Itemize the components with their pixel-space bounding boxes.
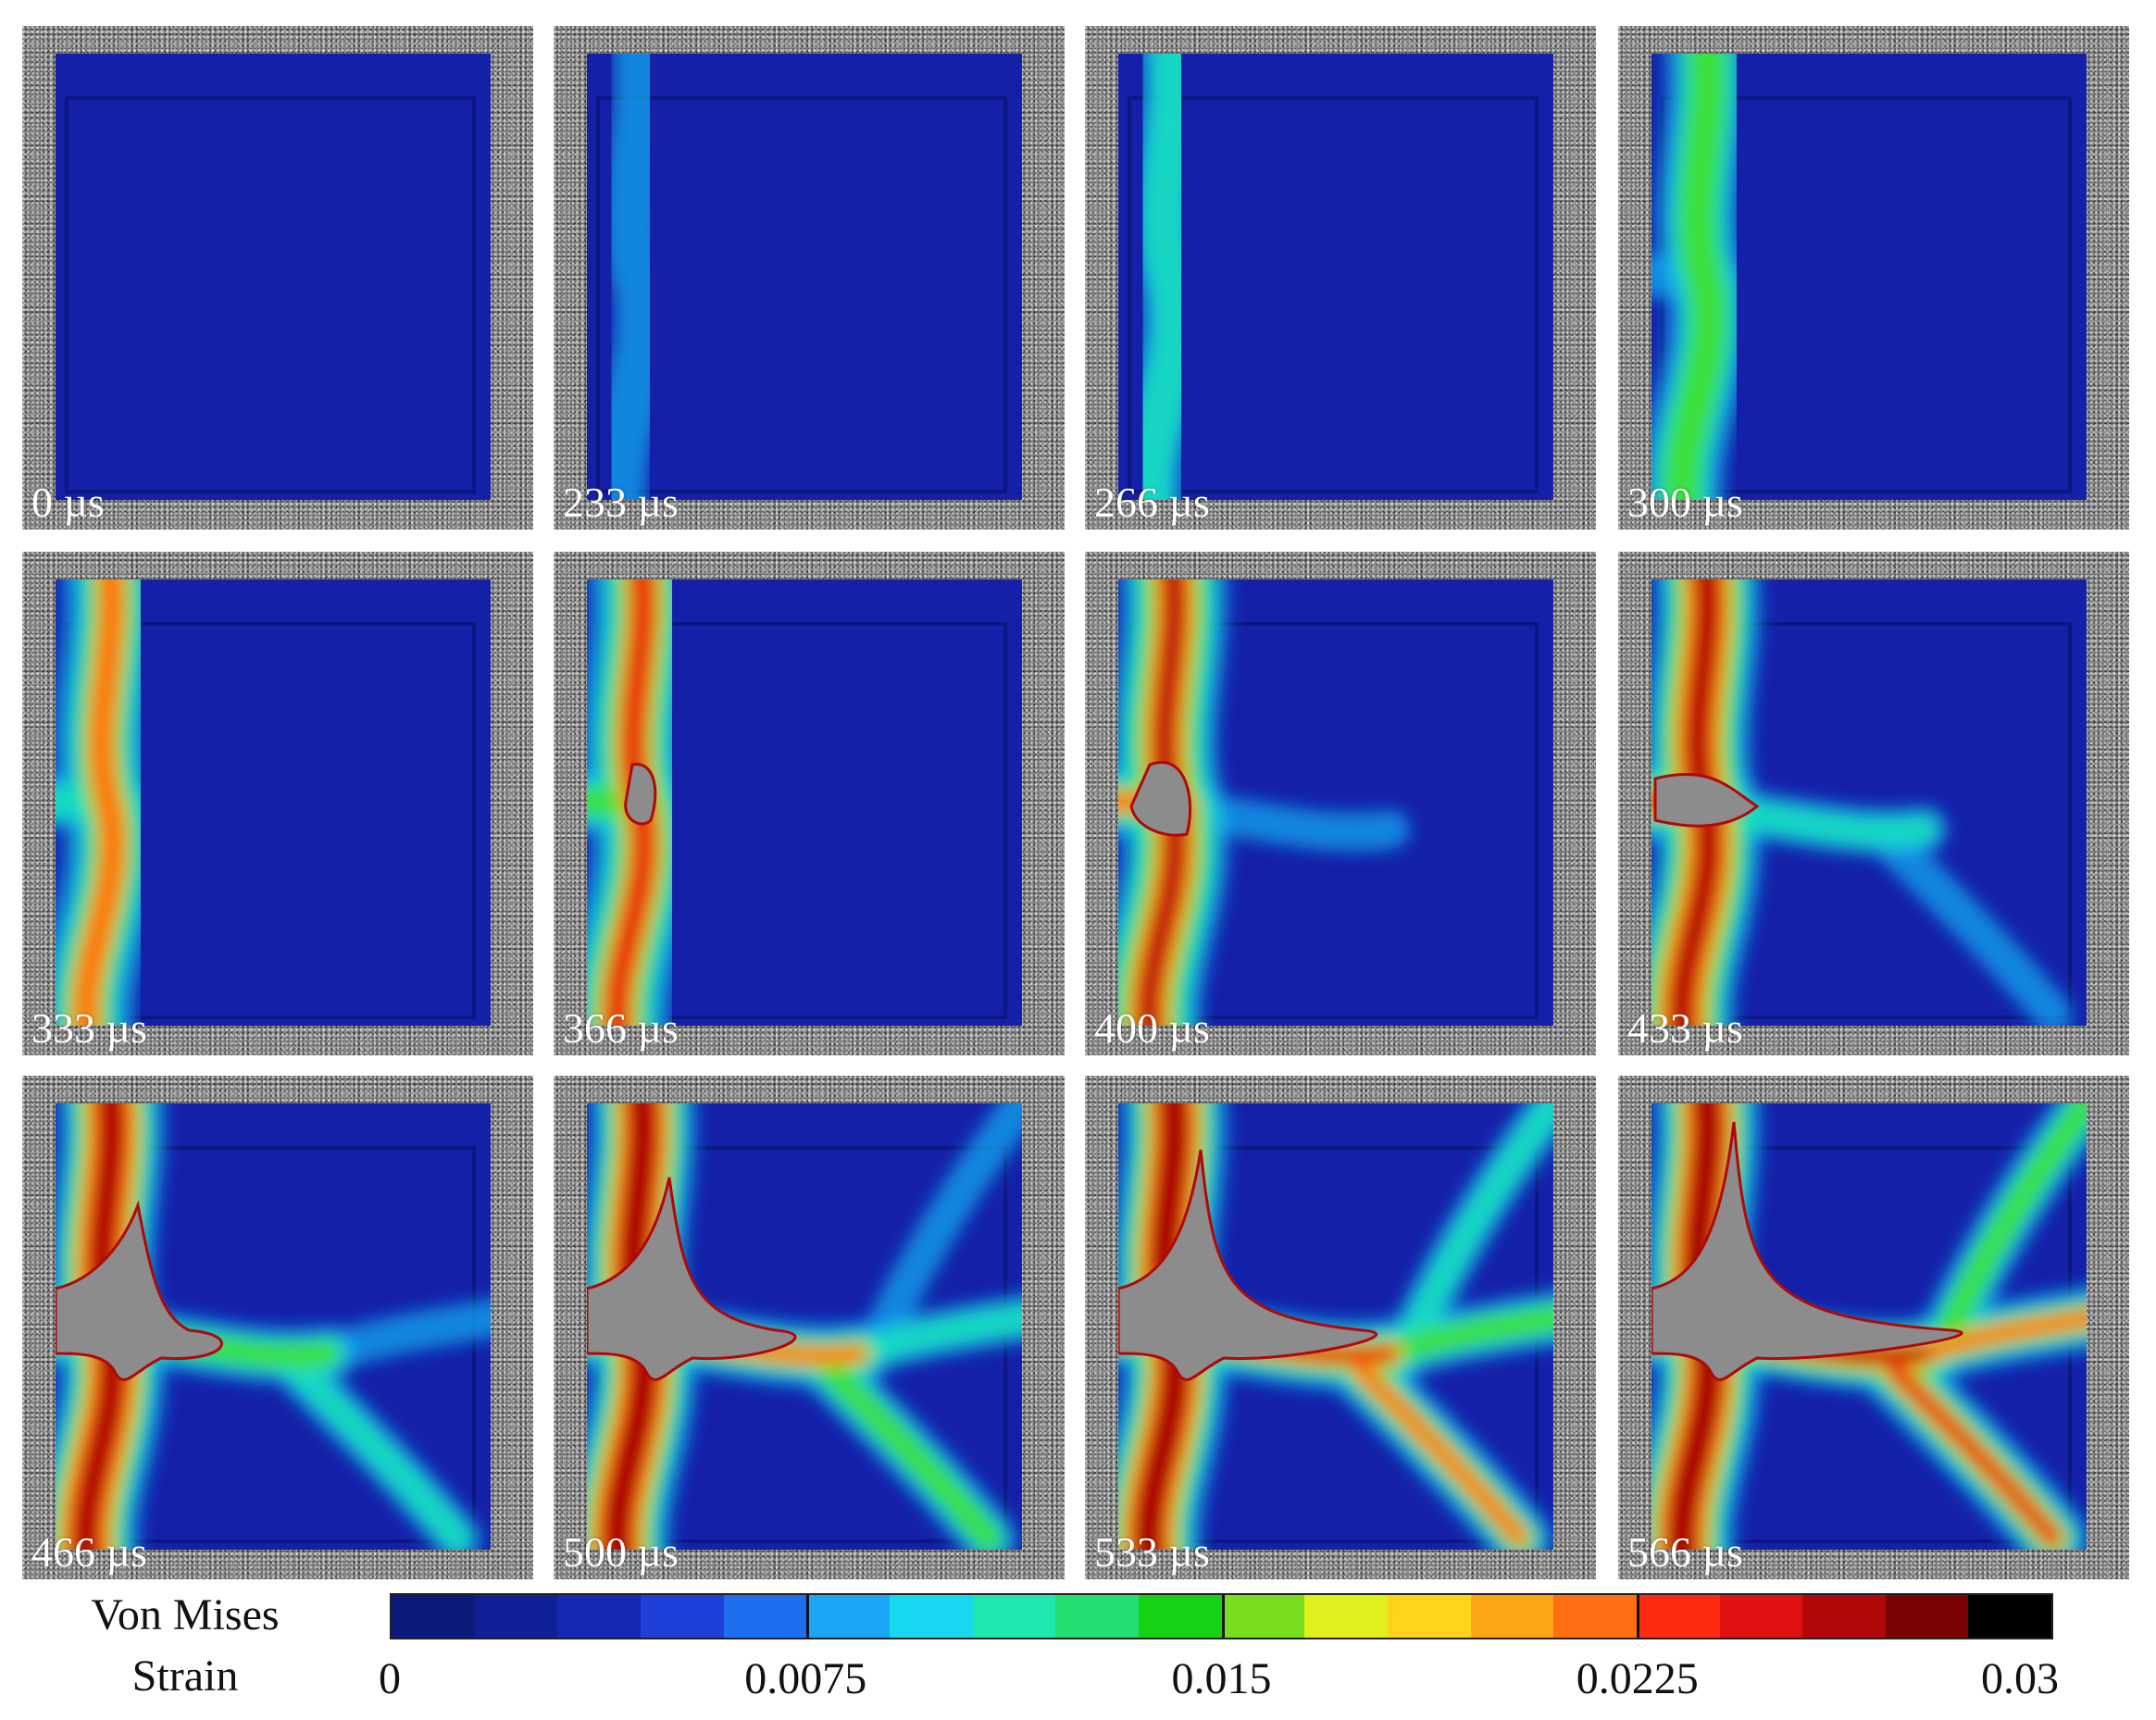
frame-time-label: 0 µs: [31, 479, 105, 526]
colorbar-segment: [1304, 1595, 1388, 1638]
colorbar-tick-label: 0.015: [1171, 1654, 1272, 1703]
frame-time-label: 400 µs: [1094, 1004, 1210, 1052]
colorbar-segment: [1802, 1595, 1886, 1638]
strain-frame: 0 µs: [22, 26, 533, 530]
colorbar-title-line2: Strain: [131, 1651, 239, 1701]
colorbar-tick-mark: [806, 1595, 810, 1638]
strain-field-image: [1651, 580, 2087, 1026]
frame-time-label: 533 µs: [1094, 1528, 1210, 1576]
colorbar-title-line1: Von Mises: [91, 1590, 280, 1639]
colorbar-segment: [1885, 1595, 1969, 1638]
colorbar-segment: [1968, 1595, 2052, 1638]
frame-time-label: 333 µs: [31, 1004, 147, 1052]
colorbar-tick-label: 0.0075: [744, 1654, 867, 1703]
strain-frame: 233 µs: [554, 26, 1065, 530]
strain-frame: 366 µs: [554, 552, 1065, 1055]
colorbar-segment: [1138, 1595, 1222, 1638]
colorbar-segment: [1055, 1595, 1139, 1638]
colorbar-segment: [1636, 1595, 1720, 1638]
frame-time-label: 433 µs: [1627, 1004, 1743, 1052]
colorbar-segment: [474, 1595, 558, 1638]
colorbar-segment: [1387, 1595, 1471, 1638]
strain-frame: 333 µs: [22, 552, 533, 1055]
colorbar-tick-label: 0.03: [1981, 1654, 2060, 1703]
colorbar-segment: [1553, 1595, 1637, 1638]
colorbar-tick-labels: 0 0.0075 0.015 0.0225 0.03: [379, 1654, 2059, 1713]
strain-frame: 466 µs: [22, 1076, 533, 1579]
colorbar-segment: [1719, 1595, 1803, 1638]
strain-field-image: [587, 1103, 1022, 1550]
frame-time-label: 466 µs: [31, 1528, 147, 1576]
strain-frame: 400 µs: [1085, 552, 1596, 1055]
colorbar-tick-label: 0: [379, 1654, 401, 1703]
frame-time-label: 566 µs: [1627, 1528, 1743, 1576]
colorbar-segment: [1470, 1595, 1554, 1638]
colorbar-segment: [889, 1595, 973, 1638]
strain-field-image: [1651, 54, 2087, 500]
strain-colorbar: [390, 1593, 2053, 1639]
colorbar-segment: [640, 1595, 724, 1638]
strain-field-image: [1651, 1103, 2087, 1550]
colorbar-segment: [723, 1595, 807, 1638]
colorbar-segment: [806, 1595, 890, 1638]
strain-field-image: [587, 54, 1022, 500]
colorbar-segment: [392, 1595, 475, 1638]
frame-time-label: 233 µs: [563, 479, 679, 526]
colorbar-segment: [972, 1595, 1056, 1638]
strain-field-image: [1118, 54, 1553, 500]
strain-frame: 500 µs: [554, 1076, 1065, 1579]
colorbar-title: Von Mises Strain: [56, 1585, 315, 1707]
strain-frame: 433 µs: [1618, 552, 2129, 1055]
frame-time-label: 500 µs: [563, 1528, 679, 1576]
strain-frame: 566 µs: [1618, 1076, 2129, 1579]
strain-frame: 300 µs: [1618, 26, 2129, 530]
strain-field-image: [587, 580, 1022, 1026]
colorbar-segment: [1221, 1595, 1305, 1638]
strain-field-image: [1118, 1103, 1553, 1550]
colorbar-segment: [557, 1595, 641, 1638]
colorbar-tick-label: 0.0225: [1576, 1654, 1699, 1703]
strain-field-image: [1118, 580, 1553, 1026]
colorbar-tick-mark: [1221, 1595, 1225, 1638]
colorbar-tick-mark: [1636, 1595, 1639, 1638]
frame-time-label: 300 µs: [1627, 479, 1743, 526]
strain-frame: 533 µs: [1085, 1076, 1596, 1579]
strain-frame: 266 µs: [1085, 26, 1596, 530]
strain-field-image: [56, 580, 491, 1026]
strain-field-image: [56, 1103, 491, 1550]
strain-field-image: [56, 54, 491, 500]
frame-time-label: 266 µs: [1094, 479, 1210, 526]
frame-time-label: 366 µs: [563, 1004, 679, 1052]
